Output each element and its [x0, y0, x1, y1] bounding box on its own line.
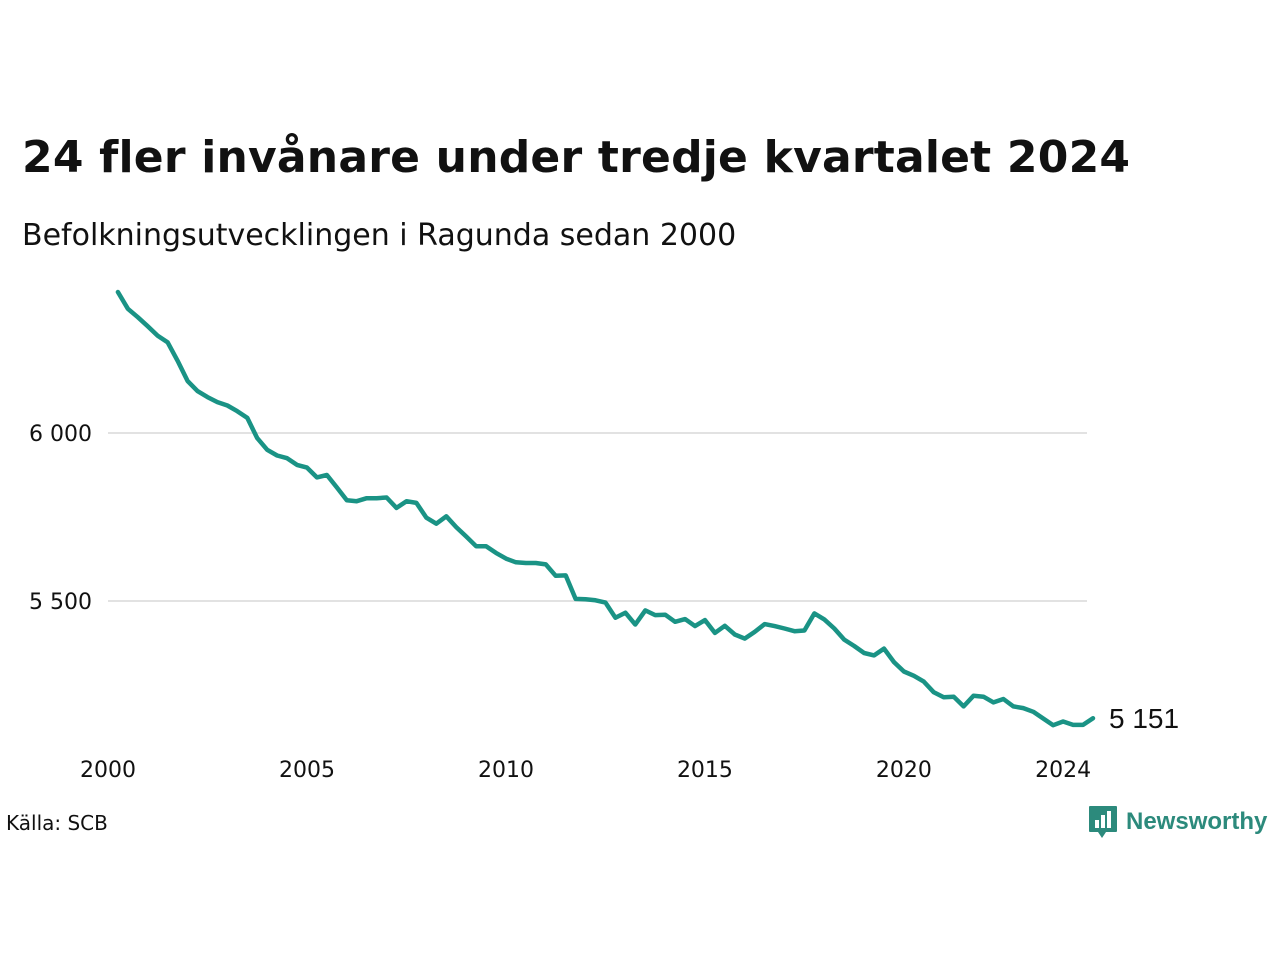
population-line	[115, 289, 1096, 728]
x-tick-label: 2015	[677, 758, 733, 783]
source-note: Källa: SCB	[6, 811, 108, 835]
y-tick-label: 6 000	[29, 422, 92, 447]
y-tick-label: 5 500	[29, 590, 92, 615]
brand-logo: Newsworthy	[1088, 805, 1267, 839]
x-tick-label: 2020	[876, 758, 932, 783]
x-tick-label: 2010	[478, 758, 534, 783]
x-tick-label: 2024	[1035, 758, 1091, 783]
x-tick-label: 2005	[279, 758, 335, 783]
chart-subtitle: Befolkningsutvecklingen i Ragunda sedan …	[22, 218, 737, 253]
x-tick-label: 2000	[80, 758, 136, 783]
last-value-label: 5 151	[1109, 703, 1179, 734]
brand-name: Newsworthy	[1126, 808, 1268, 835]
x-axis-tick-labels: 2000 2005 2010 2015 2020 2024	[80, 758, 1091, 783]
chart-title: 24 fler invånare under tredje kvartalet …	[22, 132, 1131, 183]
bar-chart-speech-bubble-icon	[1089, 806, 1117, 838]
y-axis-tick-labels: 5 500 6 000	[29, 422, 92, 615]
grid-lines	[108, 432, 1087, 602]
